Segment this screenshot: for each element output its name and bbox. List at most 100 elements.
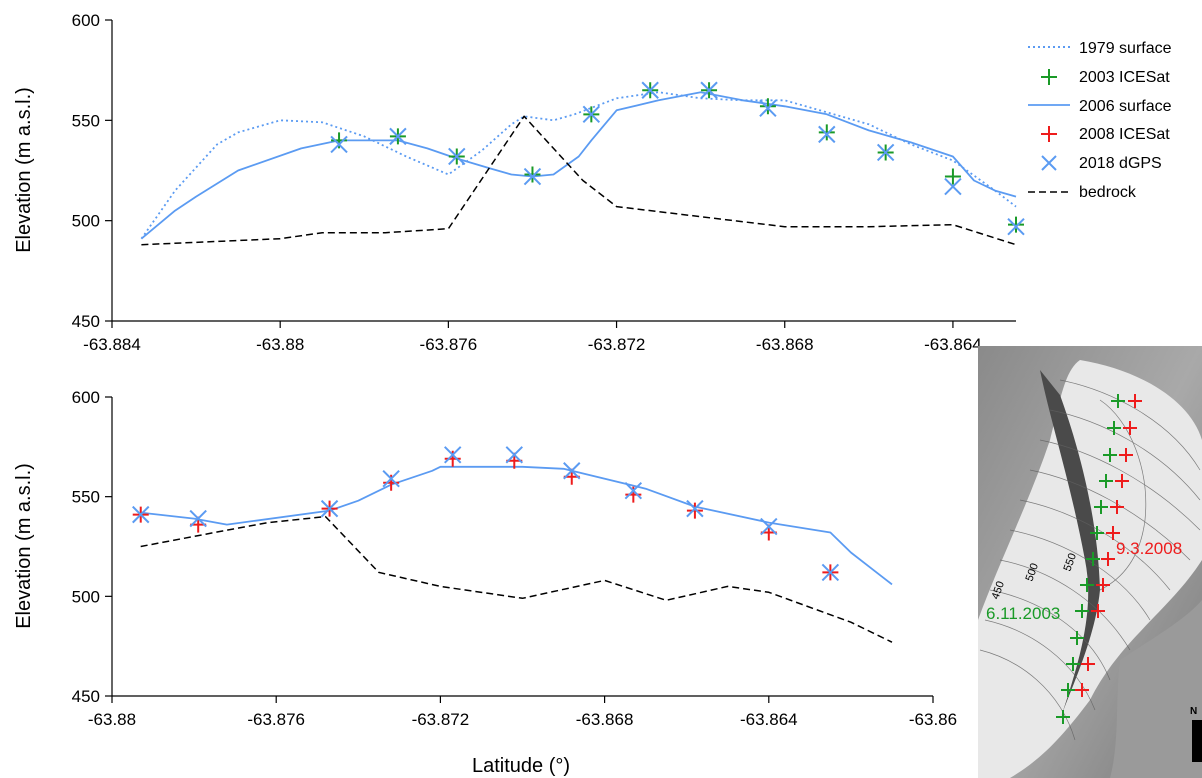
bottom-y-tick-label: 450 <box>72 687 100 706</box>
map-marker-2008 <box>1128 394 1142 408</box>
top-x-tick-label: -63.868 <box>756 335 814 354</box>
bottom-point-2018-dgps <box>563 462 581 480</box>
top-y-tick-label: 550 <box>72 111 100 130</box>
bottom-point-2018-dgps <box>821 563 840 582</box>
map-marker-2003 <box>1103 448 1117 462</box>
top-y-tick-label: 500 <box>72 212 100 231</box>
map-marker-2008 <box>1106 526 1120 540</box>
top-series-1979-surface-line <box>140 91 1017 240</box>
map-label-2008: 9.3.2008 <box>1116 539 1182 558</box>
bottom-point-2008-icesat <box>686 502 703 519</box>
contour-label-550: 550 <box>1062 552 1080 573</box>
map-track-markers <box>1056 394 1142 724</box>
bottom-series-2006-surface-line <box>140 465 893 586</box>
top-point-2018-dgps <box>582 105 601 124</box>
map-marker-2008 <box>1091 604 1105 618</box>
contour-label-500: 500 <box>1024 562 1042 583</box>
legend: 1979 surface 2003 ICESat 2006 surface 20… <box>1018 30 1202 216</box>
bottom-y-tick-label: 550 <box>72 488 100 507</box>
dark-rock-ridge <box>1040 370 1100 720</box>
legend-label-bedrock: bedrock <box>1079 184 1137 201</box>
map-label-2003: 6.11.2003 <box>986 604 1060 623</box>
legend-item-2018-dgps: 2018 dGPS <box>1041 155 1162 172</box>
map-marker-2008 <box>1081 657 1095 671</box>
top-point-2018-dgps <box>1007 217 1025 236</box>
legend-label-2018-dgps: 2018 dGPS <box>1079 155 1162 172</box>
bottom-ticks: -63.88 -63.876 -63.872 -63.868 -63.864 -63.86… <box>72 388 957 729</box>
top-point-2018-dgps <box>759 99 777 118</box>
legend-item-2006-surface: 2006 surface <box>1028 98 1172 115</box>
bottom-point-2018-dgps <box>624 481 643 500</box>
top-point-2003-icesat <box>759 98 776 115</box>
top-point-2018-dgps <box>641 81 659 99</box>
legend-label-2003-icesat: 2003 ICESat <box>1079 69 1170 86</box>
top-point-2003-icesat <box>524 166 541 183</box>
map-marker-2003 <box>1094 500 1108 514</box>
top-point-2003-icesat <box>1008 216 1024 233</box>
map-marker-2003 <box>1080 578 1094 592</box>
top-point-2018-dgps <box>523 167 542 186</box>
top-series-2006-surface-line <box>140 91 1017 240</box>
top-x-tick-label: -63.864 <box>924 335 982 354</box>
map-marker-2003 <box>1090 526 1104 540</box>
bottom-x-tick-label: -63.88 <box>88 710 136 729</box>
bottom-point-2018-dgps <box>132 505 150 524</box>
bottom-point-2018-dgps <box>382 470 400 488</box>
map-marker-2008 <box>1119 448 1133 462</box>
bottom-series-bedrock-line <box>140 515 893 643</box>
map-marker-2003 <box>1056 710 1070 724</box>
map-marker-2003 <box>1070 631 1084 645</box>
top-point-2018-dgps <box>448 147 466 166</box>
top-point-2003-icesat <box>818 124 835 141</box>
top-point-2018-dgps <box>700 81 718 99</box>
bottom-point-2018-dgps <box>505 446 523 464</box>
map-marker-2003 <box>1099 474 1113 488</box>
legend-label-2006-surface: 2006 surface <box>1079 98 1172 115</box>
top-y-tick-label: 600 <box>72 11 100 30</box>
bottom-point-2018-dgps <box>189 509 207 528</box>
map-marker-2003 <box>1066 657 1080 671</box>
map-marker-2008 <box>1096 578 1110 592</box>
top-point-2018-dgps <box>876 143 895 162</box>
top-panel: -63.884 -63.88 -63.876 -63.872 -63.868 -63.86… <box>13 11 1202 354</box>
bottom-point-2018-dgps <box>444 446 462 464</box>
map-marker-2003 <box>1107 421 1121 435</box>
map-marker-2008 <box>1115 474 1129 488</box>
top-series-bedrock-line <box>141 115 1017 246</box>
map-inset: 450 500 550 9.3.2008 6.11.2003 N <box>978 346 1202 778</box>
map-marker-2003 <box>1111 394 1125 408</box>
map-marker-2008 <box>1123 421 1137 435</box>
map-marker-2008 <box>1110 500 1124 514</box>
top-point-2018-dgps <box>944 177 962 196</box>
bottom-x-tick-label: -63.868 <box>576 710 634 729</box>
bottom-x-tick-label: -63.86 <box>909 710 957 729</box>
legend-label-1979-surface: 1979 surface <box>1079 40 1172 57</box>
top-y-axis-label: Elevation (m a.s.l.) <box>13 87 35 253</box>
bottom-x-tick-label: -63.872 <box>412 710 470 729</box>
map-marker-2008 <box>1075 683 1089 697</box>
top-y-tick-label: 450 <box>72 312 100 331</box>
north-label: N <box>1190 706 1197 717</box>
bottom-y-tick-label: 600 <box>72 388 100 407</box>
contour-label-450: 450 <box>990 580 1008 601</box>
top-x-tick-label: -63.876 <box>420 335 478 354</box>
bottom-point-2008-icesat <box>625 486 642 503</box>
rock-outcrop-right <box>1110 600 1202 778</box>
bottom-point-2018-dgps <box>320 499 339 518</box>
top-x-tick-label: -63.884 <box>83 335 141 354</box>
top-point-2003-icesat <box>944 168 961 185</box>
map-marker-2003 <box>1061 683 1075 697</box>
legend-item-2008-icesat: 2008 ICESat <box>1041 126 1170 143</box>
map-marker-2008 <box>1101 552 1115 566</box>
bottom-point-2018-dgps <box>686 499 704 518</box>
top-point-2018-dgps <box>818 125 836 144</box>
top-ticks: -63.884 -63.88 -63.876 -63.872 -63.868 -63.86… <box>72 11 982 354</box>
top-plot-area <box>140 81 1025 246</box>
contour-lines <box>979 379 1201 741</box>
bottom-x-axis-label: Latitude (°) <box>472 755 570 777</box>
bottom-x-tick-label: -63.876 <box>247 710 305 729</box>
top-point-2018-dgps <box>330 135 348 154</box>
top-point-2018-dgps <box>389 127 407 146</box>
bottom-y-tick-label: 500 <box>72 587 100 606</box>
